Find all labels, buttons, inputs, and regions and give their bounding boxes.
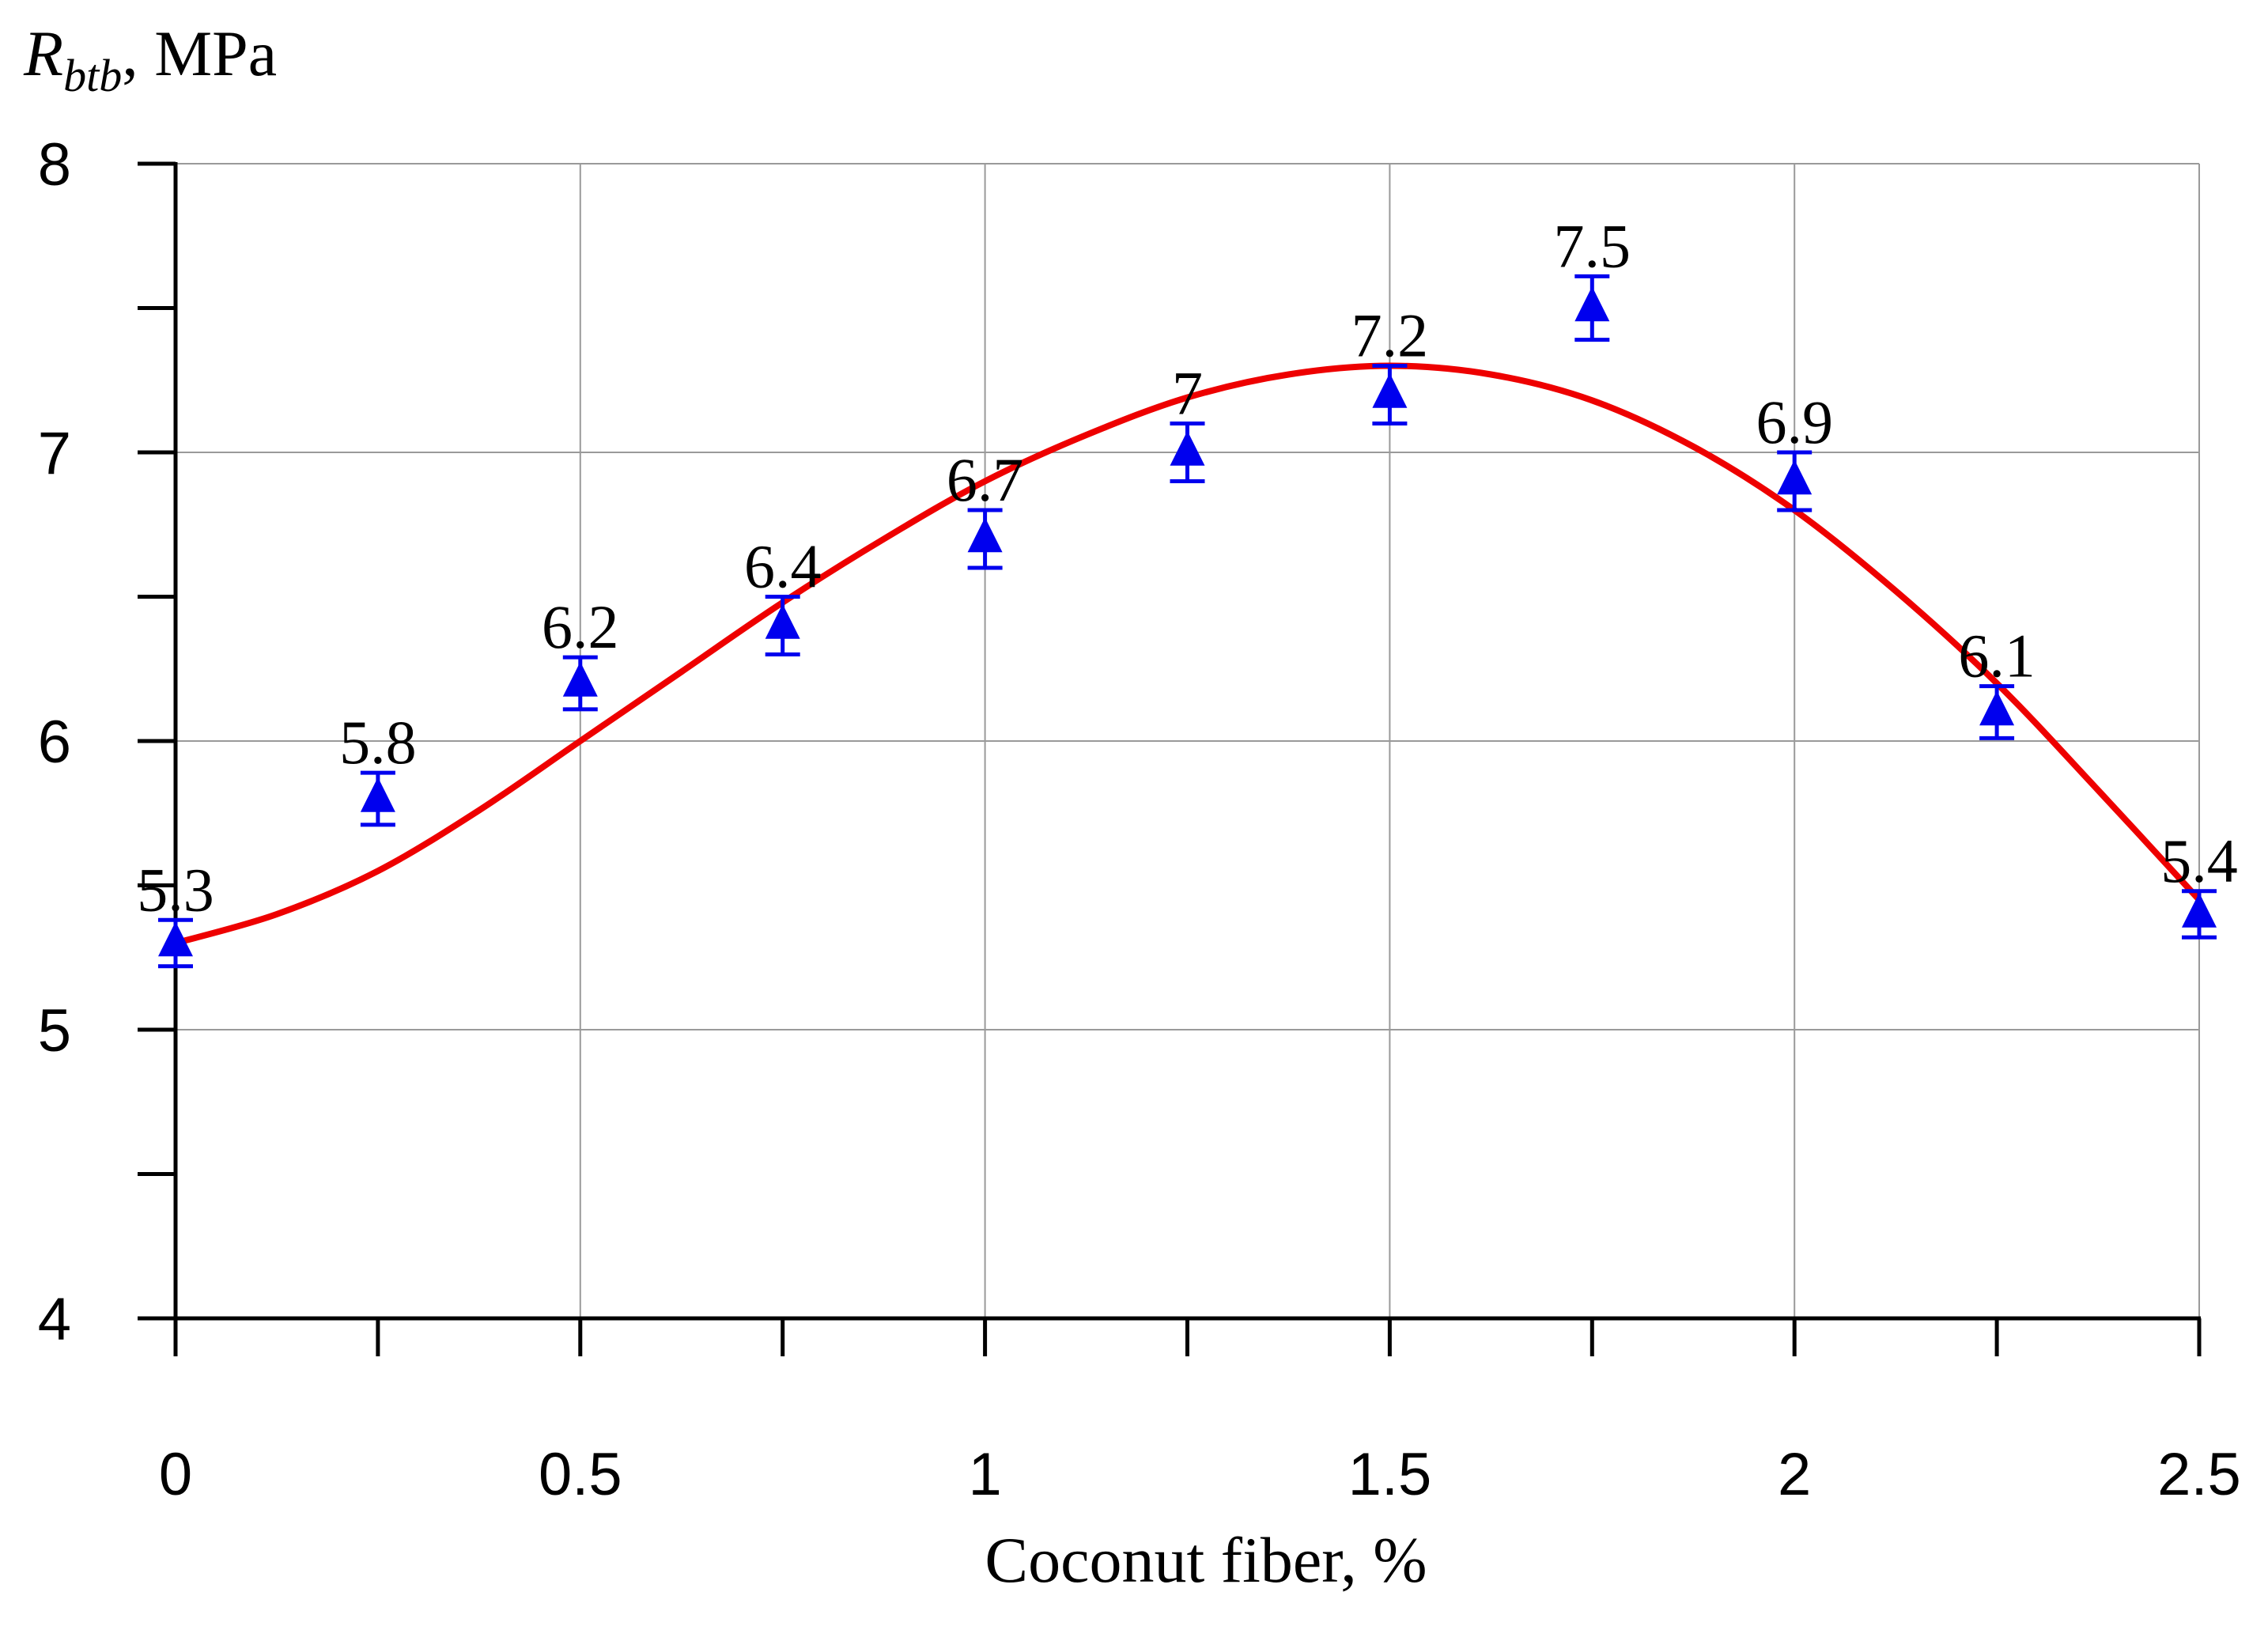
triangle-marker: [360, 777, 395, 812]
x-tick-label: 0: [159, 1441, 192, 1508]
data-label: 6.2: [542, 592, 619, 661]
data-point: [158, 917, 193, 969]
data-labels: 5.3 5.8 6.2 6.4 6.7 7 7.2 7.5 6.9 6.1 5.4: [137, 211, 2238, 924]
data-label: 6.7: [947, 445, 1024, 514]
data-label: 5.3: [137, 855, 214, 924]
y-axis-subscript: btb: [63, 50, 122, 101]
data-point: [1372, 364, 1408, 425]
triangle-marker: [1777, 459, 1813, 495]
data-label: 7.5: [1554, 211, 1631, 280]
fit-curve-group: [172, 362, 2202, 947]
data-label: 5.4: [2160, 826, 2238, 895]
triangle-marker: [1170, 430, 1205, 466]
data-label: 6.4: [744, 532, 822, 601]
triangle-marker: [967, 517, 1003, 553]
data-point: [360, 770, 395, 827]
triangle-marker: [765, 603, 800, 639]
triangle-marker: [1574, 286, 1610, 322]
triangle-marker: [562, 661, 598, 697]
tick-labels: 4 5 6 7 8 0 0.5 1 1.5 2 2.5: [38, 131, 2241, 1508]
data-point: [2182, 889, 2217, 940]
axes: [138, 161, 2202, 1356]
x-tick-label: 2.5: [2157, 1441, 2241, 1508]
data-label: 6.1: [1958, 622, 2036, 690]
y-tick-label: 7: [38, 420, 71, 487]
y-tick-label: 6: [38, 709, 71, 776]
fit-curve: [172, 362, 2202, 947]
triangle-marker: [1372, 372, 1408, 408]
triangle-marker: [2182, 892, 2217, 928]
x-tick-label: 1: [968, 1441, 1001, 1508]
triangle-marker: [158, 921, 193, 957]
data-point: [562, 655, 598, 712]
y-axis-title: Rbtb, MPa: [23, 17, 277, 101]
data-label: 5.8: [339, 708, 417, 777]
x-axis-title: Coconut fiber, %: [985, 1524, 1427, 1596]
y-tick-label: 4: [38, 1286, 71, 1353]
y-axis-symbol: R: [23, 17, 63, 89]
data-point: [1574, 274, 1610, 342]
x-tick-label: 2: [1778, 1441, 1811, 1508]
data-point: [765, 595, 800, 656]
data-points: [158, 274, 2217, 969]
y-axis-unit: , MPa: [122, 17, 277, 89]
x-tick-label: 0.5: [539, 1441, 622, 1508]
data-label: 6.9: [1756, 388, 1833, 456]
grid: [176, 163, 2200, 1318]
data-point: [1170, 422, 1205, 483]
triangle-marker: [1979, 690, 2015, 726]
x-tick-label: 1.5: [1348, 1441, 1432, 1508]
data-point: [1777, 450, 1813, 512]
y-tick-label: 8: [38, 131, 71, 199]
data-point: [967, 508, 1003, 570]
y-tick-label: 5: [38, 997, 71, 1064]
data-label: 7.2: [1351, 301, 1429, 370]
data-label: 7: [1172, 359, 1203, 428]
data-point: [1979, 684, 2015, 740]
